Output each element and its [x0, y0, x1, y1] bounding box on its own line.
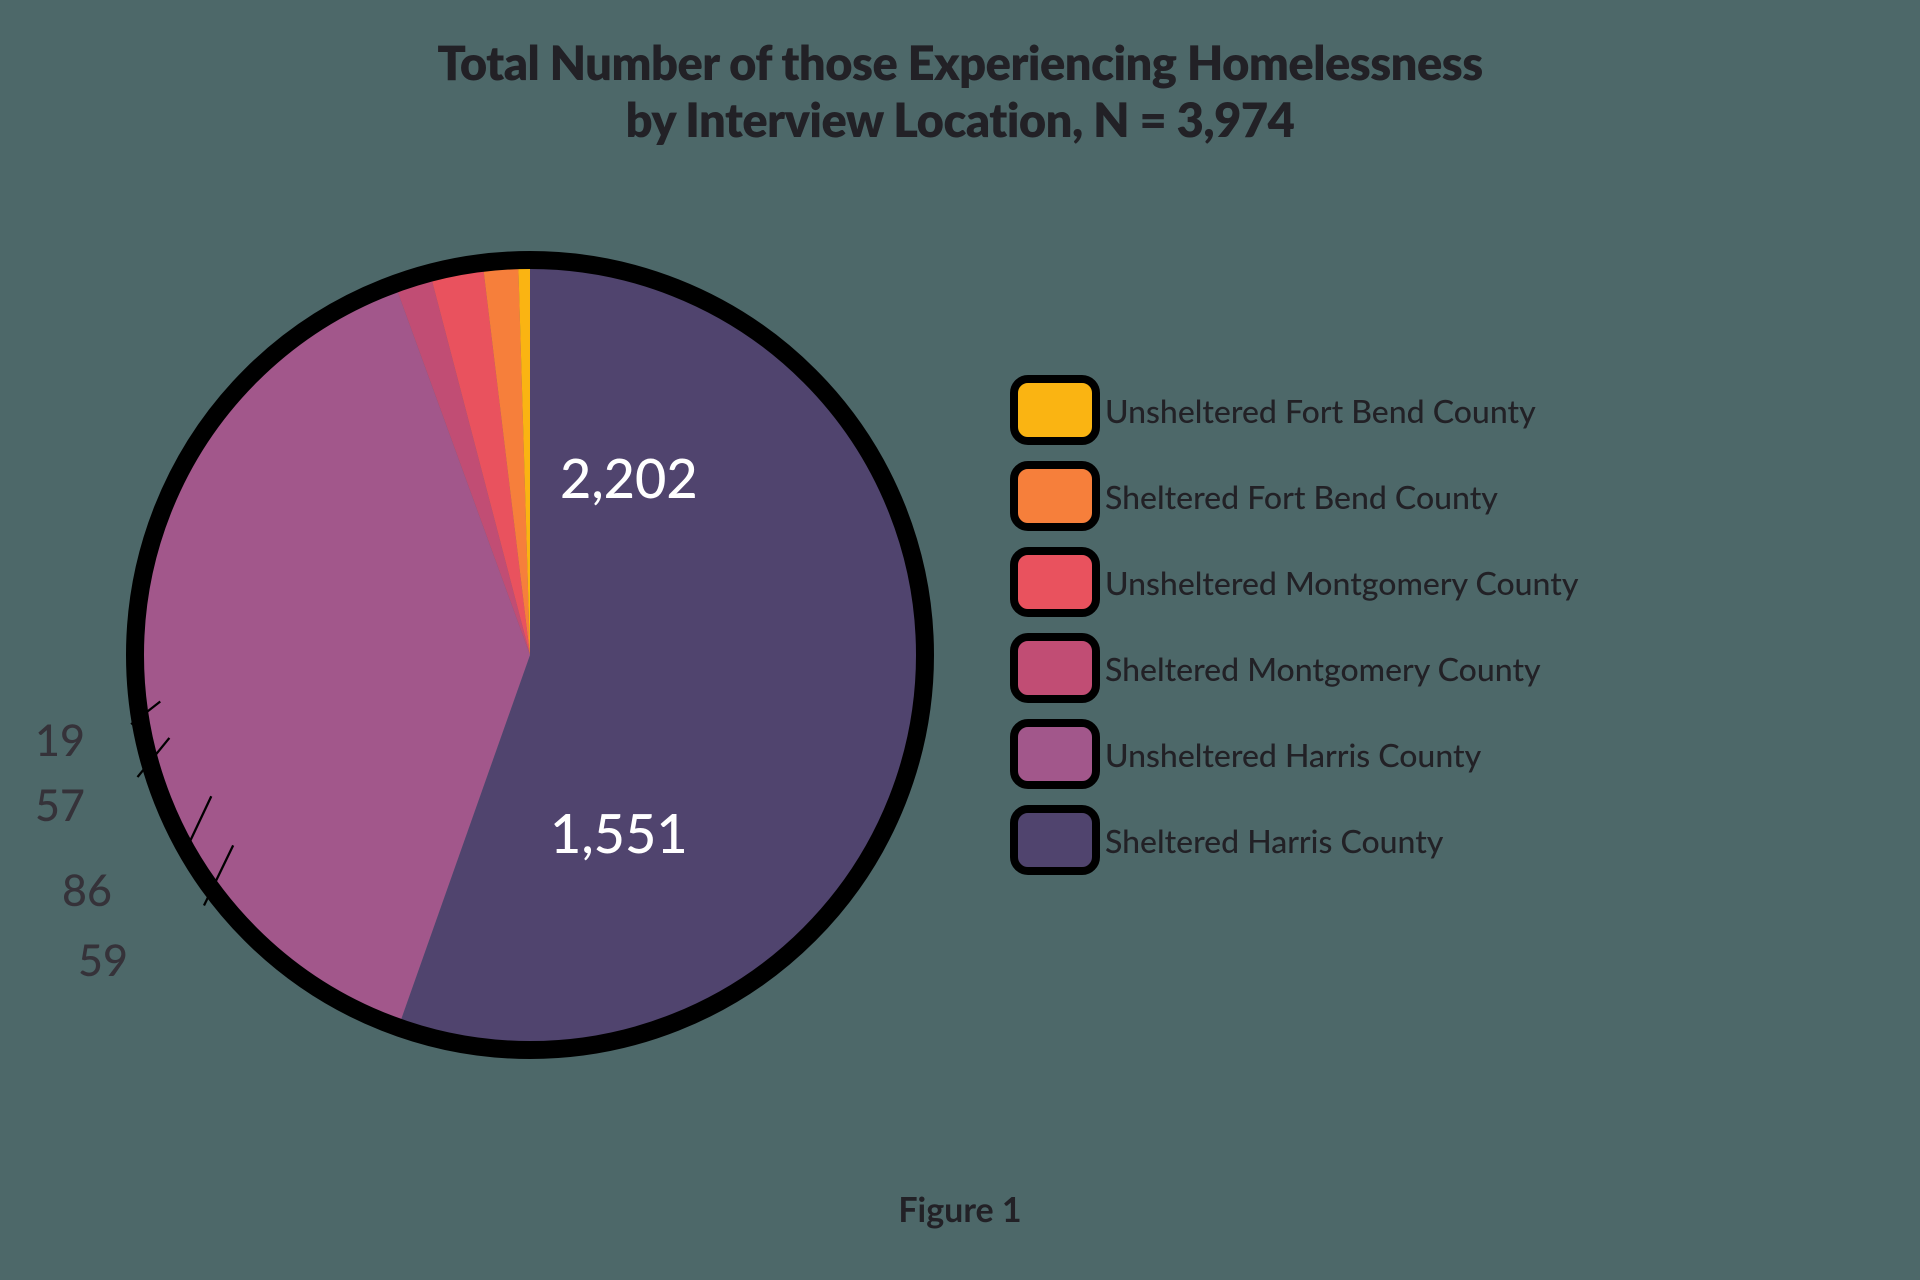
- chart-container: Total Number of those Experiencing Homel…: [0, 0, 1920, 1280]
- legend-item-sheltered_harris: Sheltered Harris County: [1010, 805, 1578, 875]
- legend-label-unsheltered_harris: Unsheltered Harris County: [1105, 735, 1481, 774]
- legend-item-unsheltered_harris: Unsheltered Harris County: [1010, 719, 1578, 789]
- pie-svg: [120, 245, 940, 1065]
- legend-label-unsheltered_fort_bend: Unsheltered Fort Bend County: [1105, 391, 1536, 430]
- title-line-1: Total Number of those Experiencing Homel…: [0, 35, 1920, 92]
- slice-value-sheltered_harris: 2,202: [560, 445, 698, 510]
- legend-swatch-sheltered_montgomery: [1010, 633, 1100, 703]
- legend-label-sheltered_harris: Sheltered Harris County: [1105, 821, 1443, 860]
- callout-value-sheltered_fort_bend: 57: [35, 780, 85, 831]
- legend-label-unsheltered_montgomery: Unsheltered Montgomery County: [1105, 563, 1578, 602]
- legend-swatch-unsheltered_fort_bend: [1010, 375, 1100, 445]
- legend: Unsheltered Fort Bend County Sheltered Fo…: [1010, 375, 1578, 891]
- legend-swatch-unsheltered_harris: [1010, 719, 1100, 789]
- legend-item-unsheltered_fort_bend: Unsheltered Fort Bend County: [1010, 375, 1578, 445]
- legend-swatch-unsheltered_montgomery: [1010, 547, 1100, 617]
- legend-item-sheltered_montgomery: Sheltered Montgomery County: [1010, 633, 1578, 703]
- title-line-2: by Interview Location, N = 3,974: [0, 92, 1920, 149]
- slice-value-unsheltered_harris: 1,551: [550, 800, 688, 865]
- pie-chart: 2,2021,551 19578659: [120, 245, 940, 1065]
- legend-label-sheltered_fort_bend: Sheltered Fort Bend County: [1105, 477, 1498, 516]
- callout-value-unsheltered_montgomery: 86: [62, 865, 112, 916]
- chart-title: Total Number of those Experiencing Homel…: [0, 35, 1920, 150]
- figure-label: Figure 1: [0, 1189, 1920, 1230]
- legend-item-sheltered_fort_bend: Sheltered Fort Bend County: [1010, 461, 1578, 531]
- legend-swatch-sheltered_harris: [1010, 805, 1100, 875]
- callout-value-sheltered_montgomery: 59: [78, 935, 128, 986]
- callout-value-unsheltered_fort_bend: 19: [35, 715, 85, 766]
- legend-label-sheltered_montgomery: Sheltered Montgomery County: [1105, 649, 1541, 688]
- legend-item-unsheltered_montgomery: Unsheltered Montgomery County: [1010, 547, 1578, 617]
- legend-swatch-sheltered_fort_bend: [1010, 461, 1100, 531]
